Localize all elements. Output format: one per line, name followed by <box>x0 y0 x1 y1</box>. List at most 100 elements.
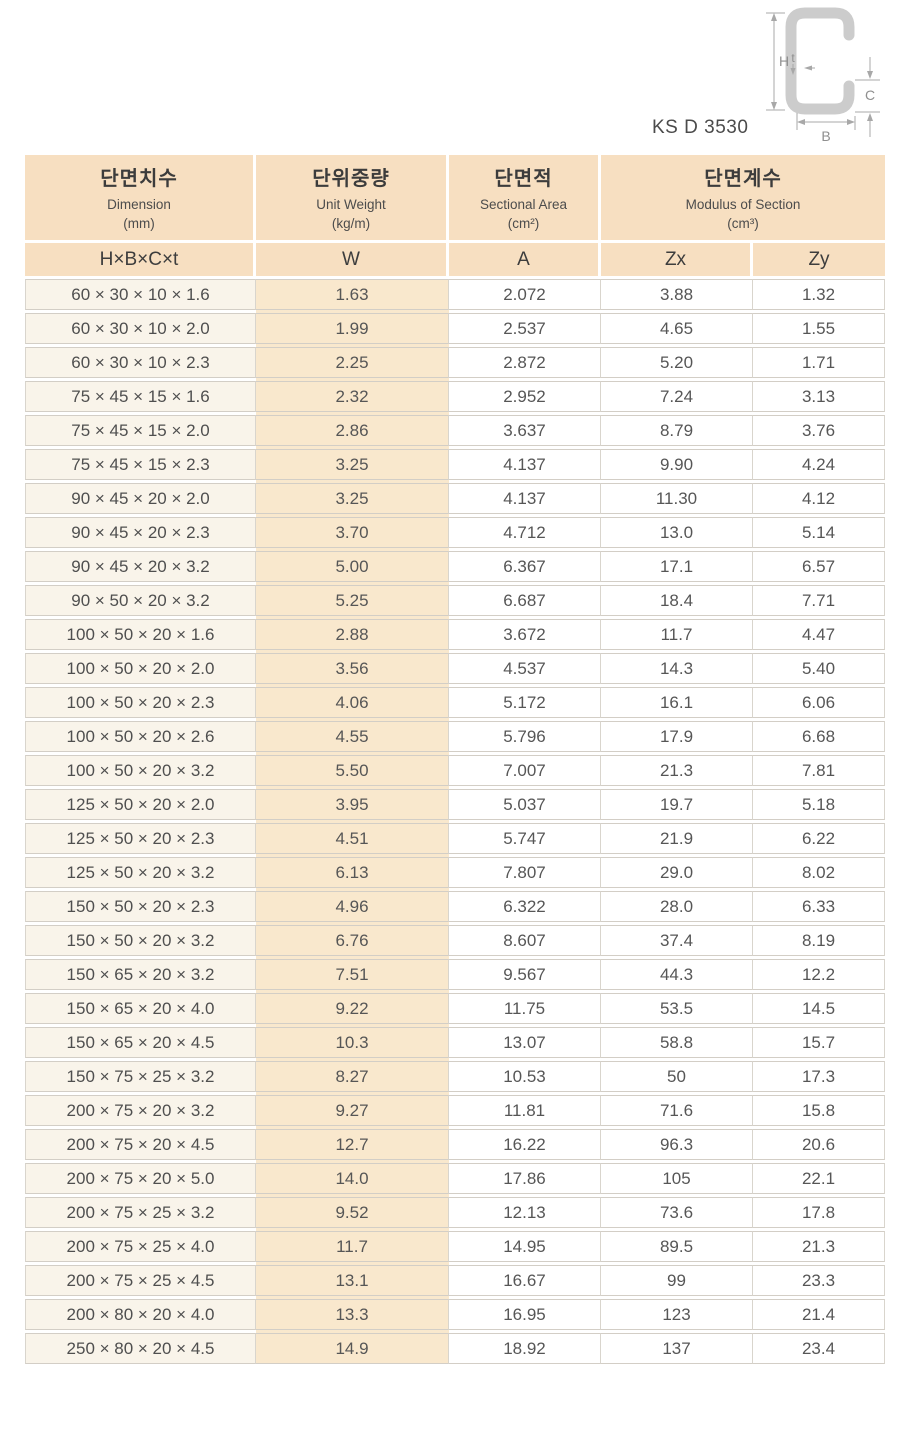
area-cell: 6.367 <box>449 551 601 582</box>
dimension-cell: 150 × 75 × 25 × 3.2 <box>25 1061 256 1092</box>
table-row: 200 × 75 × 20 × 4.5 12.7 16.22 96.3 20.6 <box>25 1129 886 1160</box>
weight-cell: 2.25 <box>256 347 449 378</box>
weight-cell: 2.86 <box>256 415 449 446</box>
dimension-cell: 125 × 50 × 20 × 2.3 <box>25 823 256 854</box>
t-dim-label: t <box>791 51 795 65</box>
zy-cell: 5.18 <box>753 789 886 820</box>
weight-cell: 4.96 <box>256 891 449 922</box>
area-cell: 17.86 <box>449 1163 601 1194</box>
area-cell: 9.567 <box>449 959 601 990</box>
area-cell: 3.672 <box>449 619 601 650</box>
col-header-dimension: 단면치수 Dimension (mm) <box>25 155 256 240</box>
zx-cell: 58.8 <box>601 1027 753 1058</box>
table-row: 200 × 75 × 25 × 4.5 13.1 16.67 99 23.3 <box>25 1265 886 1296</box>
weight-cell: 9.27 <box>256 1095 449 1126</box>
area-cell: 18.92 <box>449 1333 601 1364</box>
col-header-sectional-area-unit: (cm²) <box>507 215 540 231</box>
area-cell: 11.81 <box>449 1095 601 1126</box>
dimension-cell: 60 × 30 × 10 × 2.0 <box>25 313 256 344</box>
dimension-cell: 250 × 80 × 20 × 4.5 <box>25 1333 256 1364</box>
dimension-cell: 75 × 45 × 15 × 2.3 <box>25 449 256 480</box>
subheader-w: W <box>256 243 449 276</box>
table-row: 90 × 45 × 20 × 2.3 3.70 4.712 13.0 5.14 <box>25 517 886 548</box>
table-row: 150 × 65 × 20 × 3.2 7.51 9.567 44.3 12.2 <box>25 959 886 990</box>
zx-cell: 7.24 <box>601 381 753 412</box>
zy-cell: 22.1 <box>753 1163 886 1194</box>
zy-cell: 1.55 <box>753 313 886 344</box>
h-dim-label: H <box>779 53 789 69</box>
zy-cell: 14.5 <box>753 993 886 1024</box>
weight-cell: 7.51 <box>256 959 449 990</box>
zy-cell: 1.32 <box>753 279 886 310</box>
dimension-cell: 150 × 65 × 20 × 3.2 <box>25 959 256 990</box>
zx-cell: 123 <box>601 1299 753 1330</box>
zy-cell: 4.12 <box>753 483 886 514</box>
zx-cell: 13.0 <box>601 517 753 548</box>
col-header-unit-weight-kr: 단위중량 <box>312 167 390 190</box>
area-cell: 3.637 <box>449 415 601 446</box>
dimension-cell: 200 × 80 × 20 × 4.0 <box>25 1299 256 1330</box>
zx-cell: 11.30 <box>601 483 753 514</box>
zx-cell: 4.65 <box>601 313 753 344</box>
weight-cell: 11.7 <box>256 1231 449 1262</box>
area-cell: 14.95 <box>449 1231 601 1262</box>
table-row: 100 × 50 × 20 × 2.3 4.06 5.172 16.1 6.06 <box>25 687 886 718</box>
section-spec-table: 단면치수 Dimension (mm) 단위중량 Unit Weight (kg… <box>25 152 886 1367</box>
dimension-cell: 60 × 30 × 10 × 1.6 <box>25 279 256 310</box>
area-cell: 4.137 <box>449 449 601 480</box>
dimension-cell: 90 × 45 × 20 × 3.2 <box>25 551 256 582</box>
zx-cell: 11.7 <box>601 619 753 650</box>
area-cell: 6.687 <box>449 585 601 616</box>
table-body: 60 × 30 × 10 × 1.6 1.63 2.072 3.88 1.32 60 × … <box>25 279 886 1364</box>
dimension-cell: 150 × 50 × 20 × 2.3 <box>25 891 256 922</box>
zy-cell: 15.8 <box>753 1095 886 1126</box>
area-cell: 4.712 <box>449 517 601 548</box>
area-cell: 5.796 <box>449 721 601 752</box>
dimension-cell: 100 × 50 × 20 × 1.6 <box>25 619 256 650</box>
area-cell: 13.07 <box>449 1027 601 1058</box>
weight-cell: 3.56 <box>256 653 449 684</box>
weight-cell: 3.70 <box>256 517 449 548</box>
zx-cell: 50 <box>601 1061 753 1092</box>
weight-cell: 2.32 <box>256 381 449 412</box>
zx-cell: 21.9 <box>601 823 753 854</box>
zx-cell: 14.3 <box>601 653 753 684</box>
area-cell: 2.952 <box>449 381 601 412</box>
zy-cell: 7.81 <box>753 755 886 786</box>
area-cell: 11.75 <box>449 993 601 1024</box>
area-cell: 2.872 <box>449 347 601 378</box>
table-row: 125 × 50 × 20 × 2.3 4.51 5.747 21.9 6.22 <box>25 823 886 854</box>
zy-cell: 6.22 <box>753 823 886 854</box>
subheader-a: A <box>449 243 601 276</box>
weight-cell: 13.1 <box>256 1265 449 1296</box>
zy-cell: 12.2 <box>753 959 886 990</box>
area-cell: 5.172 <box>449 687 601 718</box>
weight-cell: 3.25 <box>256 449 449 480</box>
table-row: 125 × 50 × 20 × 3.2 6.13 7.807 29.0 8.02 <box>25 857 886 888</box>
zx-cell: 28.0 <box>601 891 753 922</box>
weight-cell: 4.55 <box>256 721 449 752</box>
area-cell: 2.537 <box>449 313 601 344</box>
zy-cell: 23.3 <box>753 1265 886 1296</box>
zx-cell: 99 <box>601 1265 753 1296</box>
weight-cell: 8.27 <box>256 1061 449 1092</box>
table-row: 150 × 65 × 20 × 4.5 10.3 13.07 58.8 15.7 <box>25 1027 886 1058</box>
zy-cell: 17.8 <box>753 1197 886 1228</box>
zy-cell: 21.3 <box>753 1231 886 1262</box>
area-cell: 4.537 <box>449 653 601 684</box>
dimension-cell: 60 × 30 × 10 × 2.3 <box>25 347 256 378</box>
zx-cell: 73.6 <box>601 1197 753 1228</box>
table-row: 150 × 50 × 20 × 3.2 6.76 8.607 37.4 8.19 <box>25 925 886 956</box>
weight-cell: 3.25 <box>256 483 449 514</box>
zy-cell: 6.68 <box>753 721 886 752</box>
zy-cell: 3.76 <box>753 415 886 446</box>
zy-cell: 7.71 <box>753 585 886 616</box>
zy-cell: 6.33 <box>753 891 886 922</box>
b-dim-label: B <box>821 128 830 144</box>
table-row: 100 × 50 × 20 × 3.2 5.50 7.007 21.3 7.81 <box>25 755 886 786</box>
table-row: 150 × 75 × 25 × 3.2 8.27 10.53 50 17.3 <box>25 1061 886 1092</box>
table-row: 150 × 50 × 20 × 2.3 4.96 6.322 28.0 6.33 <box>25 891 886 922</box>
table-row: 90 × 45 × 20 × 2.0 3.25 4.137 11.30 4.12 <box>25 483 886 514</box>
zx-cell: 96.3 <box>601 1129 753 1160</box>
area-cell: 4.137 <box>449 483 601 514</box>
